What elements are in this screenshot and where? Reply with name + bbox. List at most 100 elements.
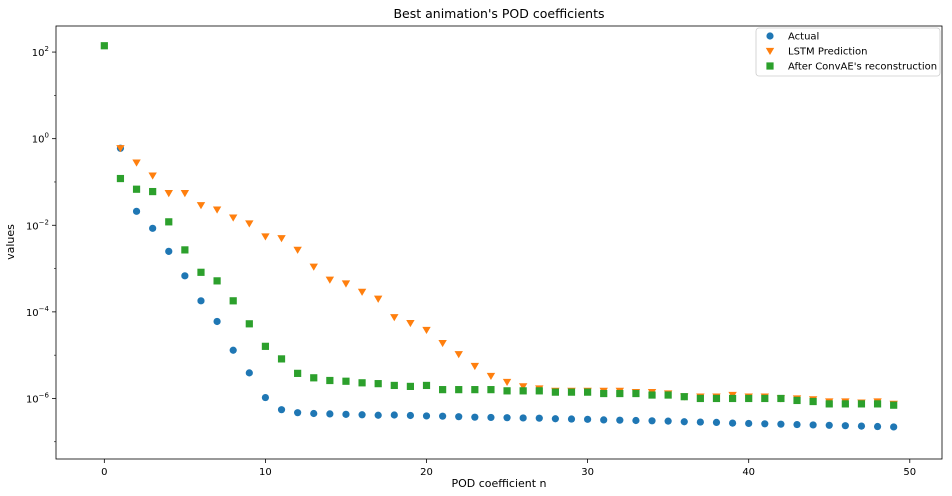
convae-reconstruction-point [277, 355, 286, 363]
convae-reconstruction-point [326, 376, 334, 385]
convae-reconstruction-point [358, 379, 366, 387]
convae-reconstruction-point [261, 342, 270, 350]
convae-reconstruction-point [197, 268, 205, 276]
plot-area [55, 25, 943, 460]
x-tick-label: 20 [420, 467, 433, 478]
lstm-prediction-point [164, 190, 173, 198]
x-tick-label: 50 [903, 467, 916, 478]
convae-reconstruction-point [535, 387, 543, 395]
legend-marker [766, 62, 774, 70]
convae-reconstruction-point [422, 381, 431, 390]
actual-point [584, 415, 592, 423]
convae-reconstruction-point [696, 394, 704, 403]
convae-reconstruction-point [181, 246, 189, 254]
actual-point [487, 413, 495, 422]
lstm-prediction-point [212, 206, 222, 214]
legend-marker [765, 47, 775, 55]
series-0 [116, 144, 898, 431]
actual-point [567, 415, 576, 423]
actual-point [294, 409, 302, 417]
convae-reconstruction-point [455, 386, 463, 394]
convae-reconstruction-point [600, 389, 608, 398]
actual-point [551, 415, 559, 423]
actual-point [422, 412, 431, 420]
actual-point [519, 414, 527, 422]
y-tick-label: 10−4 [26, 305, 50, 319]
convae-reconstruction-point [857, 400, 866, 408]
actual-point [761, 420, 769, 428]
lstm-prediction-point [406, 319, 415, 328]
x-tick-label: 40 [742, 467, 755, 478]
convae-reconstruction-point [519, 387, 527, 395]
convae-reconstruction-point [712, 394, 721, 403]
convae-reconstruction-point [116, 174, 125, 183]
convae-reconstruction-point [229, 297, 237, 305]
legend-label: Actual [788, 32, 819, 43]
actual-point [873, 422, 882, 431]
lstm-prediction-point [470, 362, 480, 371]
actual-point [857, 422, 866, 430]
lstm-prediction-point [148, 172, 157, 180]
actual-point [310, 409, 318, 418]
x-tick-label: 30 [581, 467, 594, 478]
convae-reconstruction-point [873, 400, 882, 408]
actual-point [648, 417, 656, 425]
lstm-prediction-point [486, 372, 496, 381]
x-axis: 0 10 20 30 40 50 [101, 459, 916, 478]
convae-reconstruction-point [310, 374, 318, 382]
legend: Actual LSTM Prediction After ConvAE's reco… [755, 27, 941, 77]
lstm-prediction-point [293, 246, 302, 254]
lstm-prediction-point [325, 276, 335, 284]
convae-reconstruction-point [825, 400, 833, 408]
convae-reconstruction-point [761, 394, 769, 403]
actual-point [535, 414, 543, 422]
lstm-prediction-point [261, 233, 270, 241]
actual-point [277, 406, 286, 414]
convae-reconstruction-point [841, 400, 849, 408]
legend-marker [766, 32, 774, 40]
actual-point [632, 416, 640, 425]
lstm-prediction-point [132, 159, 141, 167]
lstm-prediction-point [390, 314, 399, 322]
actual-point [181, 272, 189, 280]
y-axis: 102 100 10−2 10−4 10−6 [26, 45, 56, 443]
legend-box [755, 27, 941, 77]
lstm-prediction-point [116, 145, 125, 153]
actual-point [213, 317, 221, 326]
convae-reconstruction-point [632, 389, 640, 398]
convae-reconstruction-point [616, 389, 624, 398]
actual-point [471, 413, 479, 421]
actual-point [728, 419, 737, 427]
lstm-prediction-point [196, 202, 206, 210]
actual-point [696, 418, 704, 426]
convae-reconstruction-point [793, 396, 801, 405]
actual-point [793, 420, 801, 429]
lstm-prediction-point [518, 383, 528, 391]
lstm-prediction-point [309, 263, 318, 271]
y-tick-label: 10−2 [26, 218, 49, 232]
lstm-prediction-point [454, 351, 463, 359]
convae-reconstruction-point [471, 386, 479, 394]
actual-point [455, 413, 463, 421]
series-2 [100, 42, 898, 409]
chart-title: Best animation's POD coefficients [393, 6, 604, 21]
actual-point [261, 393, 270, 402]
convae-reconstruction-point [245, 320, 253, 328]
lstm-prediction-point [422, 326, 431, 335]
actual-point [664, 417, 672, 425]
actual-point [825, 421, 833, 429]
convae-reconstruction-point [374, 380, 382, 388]
convae-reconstruction-point [406, 382, 414, 390]
convae-reconstruction-point [149, 187, 157, 196]
lstm-prediction-point [277, 235, 286, 243]
actual-point [229, 346, 237, 354]
convae-reconstruction-point [777, 394, 785, 403]
convae-reconstruction-point [745, 394, 753, 403]
convae-reconstruction-point [213, 277, 221, 285]
actual-point [439, 412, 447, 420]
actual-point [132, 207, 141, 215]
actual-point [600, 416, 608, 424]
convae-reconstruction-point [809, 397, 817, 406]
actual-point [406, 411, 414, 420]
lstm-prediction-point [357, 288, 367, 296]
